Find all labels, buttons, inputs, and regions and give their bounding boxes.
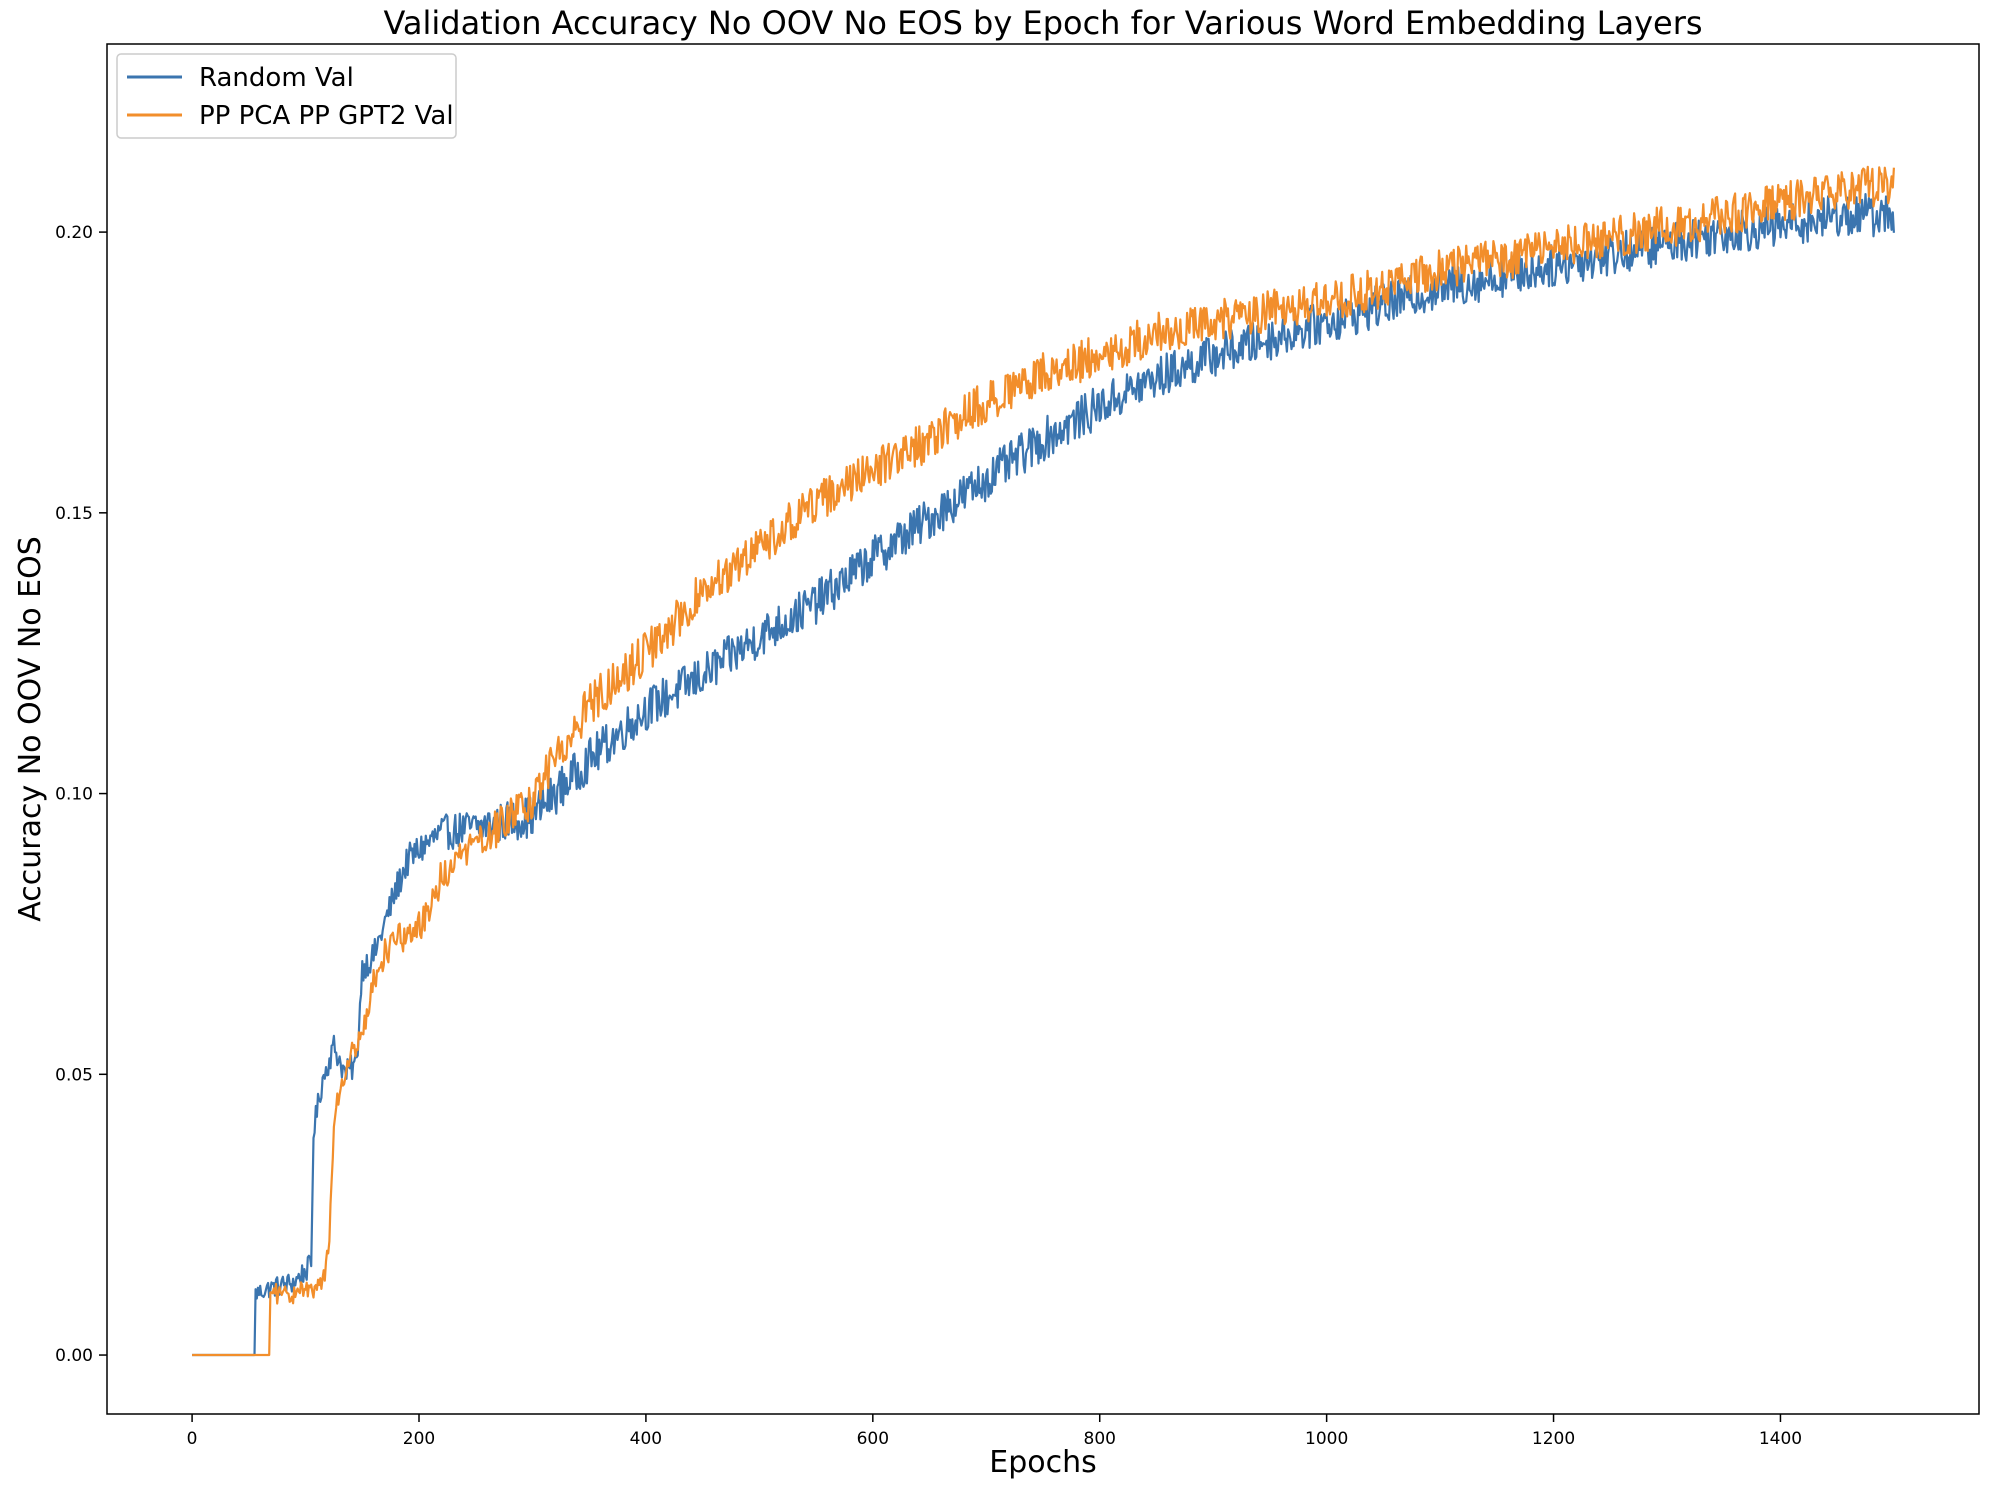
legend: Random Val PP PCA PP GPT2 Val — [116, 53, 457, 139]
y-tick-label: 0.15 — [55, 504, 93, 524]
legend-label-random-val: Random Val — [199, 63, 354, 93]
x-tick-label: 1000 — [1305, 1429, 1348, 1449]
chart-title: Validation Accuracy No OOV No EOS by Epo… — [383, 4, 1702, 42]
y-tick-label: 0.10 — [55, 785, 93, 805]
legend-box — [116, 53, 457, 139]
x-tick-label: 0 — [187, 1429, 198, 1449]
x-tick-label: 800 — [1084, 1429, 1116, 1449]
x-tick-label: 200 — [403, 1429, 435, 1449]
y-tick-label: 0.05 — [55, 1065, 93, 1085]
x-tick-label: 600 — [857, 1429, 889, 1449]
x-tick-label: 1200 — [1532, 1429, 1575, 1449]
y-tick-label: 0.20 — [55, 223, 93, 243]
y-axis-ticks: 0.00 0.05 0.10 0.15 0.20 — [55, 223, 107, 1366]
x-tick-label: 1400 — [1759, 1429, 1802, 1449]
y-axis-label: Accuracy No OOV No EOS — [13, 536, 48, 922]
legend-label-pp-pca-pp-gpt2-val: PP PCA PP GPT2 Val — [199, 101, 454, 131]
x-axis-label: Epochs — [989, 1445, 1097, 1480]
x-tick-label: 400 — [630, 1429, 662, 1449]
series-layer — [192, 165, 1895, 1357]
series-line-pp-pca-pp-gpt2-val — [192, 165, 1895, 1357]
x-axis-ticks: 0 200 400 600 800 1000 1200 1400 — [187, 1414, 1802, 1449]
plot-frame — [106, 43, 1980, 1415]
y-tick-label: 0.00 — [55, 1346, 93, 1366]
